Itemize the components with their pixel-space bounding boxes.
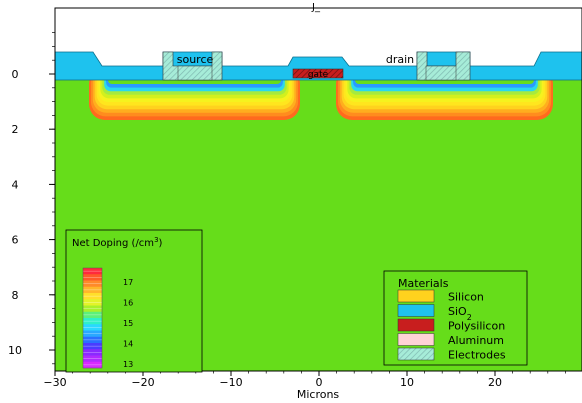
material-label: Aluminum (448, 334, 504, 347)
x-tick-label: 20 (488, 376, 502, 389)
doping-level-label: 14 (123, 340, 133, 349)
doping-level-label: 15 (123, 319, 133, 328)
doping-bar-frame (82, 267, 103, 369)
material-swatch (397, 333, 435, 346)
y-tick-label: 10 (8, 344, 22, 357)
doping-color-bar (82, 267, 103, 369)
material-label: SiO2 (448, 305, 472, 322)
material-swatch (397, 304, 435, 317)
drain-label: drain (386, 53, 414, 66)
y-tick-label: 4 (12, 178, 19, 191)
material-swatch (397, 347, 435, 361)
y-axis: 0 2 4 6 8 10 (8, 32, 55, 365)
gate-polysilicon (292, 68, 344, 79)
x-axis: −30 −20 −10 0 10 20 (43, 370, 582, 389)
material-label: Silicon (448, 291, 484, 304)
doping-level-label: 16 (123, 299, 133, 308)
material-label: Electrodes (448, 349, 506, 362)
x-tick-label: −20 (131, 376, 154, 389)
material-label: Polysilicon (448, 320, 505, 333)
materials-legend: Materials SiliconSiO2PolysiliconAluminum… (383, 270, 528, 366)
x-tick-label: 10 (400, 376, 414, 389)
x-tick-label: −10 (219, 376, 242, 389)
doping-level-label: 13 (123, 360, 133, 369)
doping-legend-title: Net Doping (/cm3) (72, 236, 163, 249)
x-tick-label: 0 (316, 376, 323, 389)
materials-legend-title: Materials (398, 277, 449, 290)
material-swatch (397, 318, 435, 332)
material-swatch (397, 289, 435, 303)
source-contact (177, 65, 213, 81)
y-tick-label: 0 (12, 68, 19, 81)
doping-levels: 17 16 15 14 13 (123, 278, 133, 369)
drain-contact (425, 65, 457, 81)
doping-legend: Net Doping (/cm3) 17 16 15 14 13 (65, 229, 203, 373)
y-tick-label: 2 (12, 123, 19, 136)
y-tick-label: 6 (12, 234, 19, 247)
source-label: source (177, 53, 214, 66)
x-tick-label: −30 (43, 376, 66, 389)
y-tick-label: 8 (12, 289, 19, 302)
x-axis-label: Microns (297, 388, 340, 401)
gate-label: gate (308, 70, 329, 80)
doping-level-label: 17 (123, 278, 133, 287)
